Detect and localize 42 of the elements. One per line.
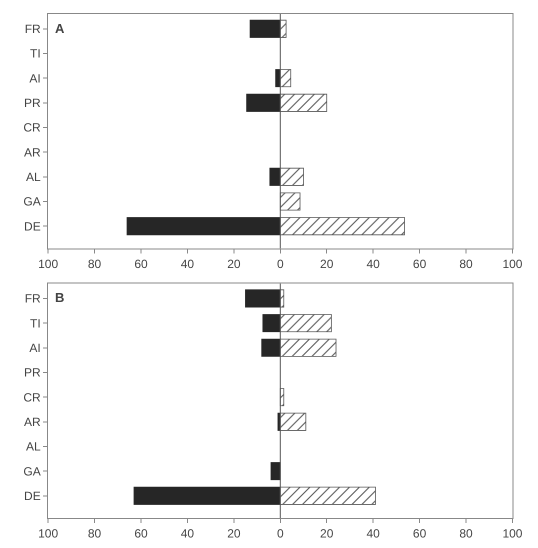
y-tick-label: TI: [30, 46, 41, 61]
y-tick-label: DE: [24, 489, 41, 503]
x-tick-label: 80: [459, 256, 474, 271]
y-tick-label: GA: [23, 194, 41, 209]
y-tick-label: TI: [30, 316, 41, 330]
x-tick-label: 60: [412, 526, 427, 540]
y-tick-label: PR: [24, 96, 42, 110]
x-tick-label: 100: [38, 256, 58, 271]
annotation: B: [55, 290, 64, 305]
x-tick-label: 20: [320, 256, 334, 271]
x-tick-label: 60: [134, 256, 148, 271]
y-tick-label: CR: [23, 390, 42, 404]
x-tick-label: 0: [276, 526, 284, 540]
y-tick-label: FR: [24, 292, 42, 306]
y-tick-label: AL: [26, 440, 42, 454]
x-tick-label: 100: [502, 526, 523, 540]
x-tick-label: 100: [38, 526, 58, 540]
annotation: A: [55, 21, 65, 36]
x-tick-label: 20: [227, 256, 241, 271]
x-tick-label: 40: [366, 526, 380, 540]
x-tick-label: 20: [320, 526, 334, 540]
y-tick-label: PR: [24, 366, 42, 380]
y-tick-label: AR: [24, 145, 42, 160]
x-tick-label: 40: [180, 256, 194, 271]
y-tick-label: AI: [29, 71, 41, 86]
y-tick-label: AR: [24, 414, 42, 429]
x-tick-label: 20: [227, 526, 241, 540]
x-tick-label: 0: [276, 256, 284, 271]
y-tick-label: AI: [29, 340, 41, 355]
x-tick-label: 60: [134, 526, 148, 540]
y-tick-label: CR: [23, 120, 42, 135]
y-tick-label: GA: [23, 464, 41, 478]
x-tick-label: 40: [366, 256, 380, 271]
x-tick-label: 60: [412, 256, 427, 271]
x-tick-label: 80: [459, 526, 474, 540]
y-tick-label: FR: [24, 22, 42, 36]
x-tick-label: 40: [180, 526, 194, 540]
x-tick-label: 100: [502, 256, 523, 271]
x-tick-label: 80: [88, 256, 102, 271]
y-tick-label: DE: [24, 219, 41, 234]
y-tick-label: AL: [26, 170, 42, 184]
x-tick-label: 80: [88, 526, 102, 540]
